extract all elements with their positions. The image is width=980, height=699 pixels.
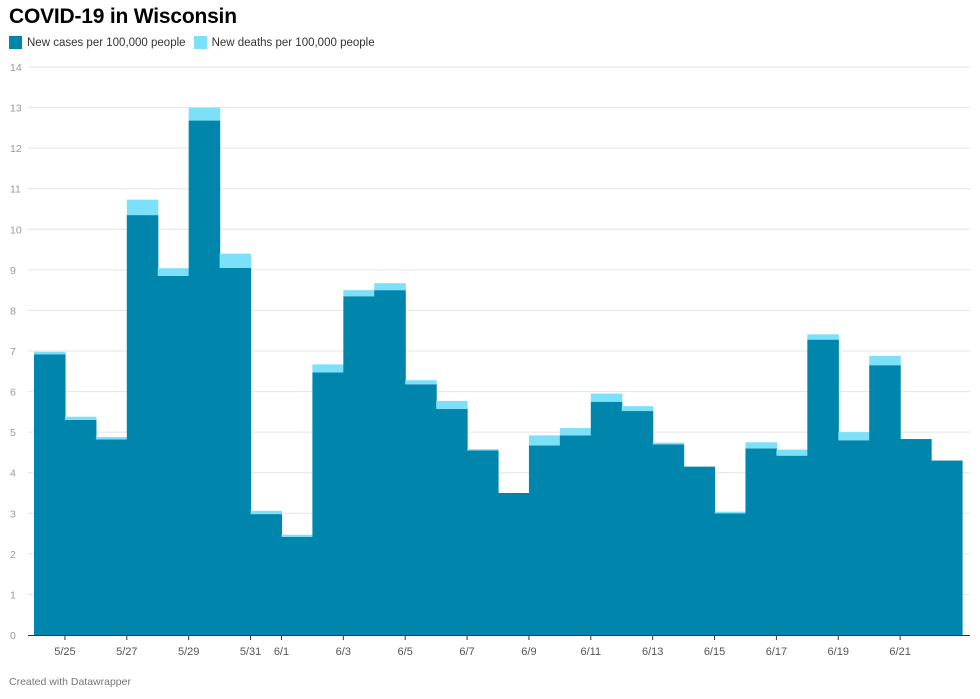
bar-cases: [869, 365, 901, 635]
y-tick-label: 4: [10, 468, 16, 480]
y-tick-label: 12: [10, 143, 22, 155]
y-tick-label: 3: [10, 508, 16, 520]
bar-cases: [405, 384, 437, 635]
bar-cases: [188, 120, 221, 636]
bar-cases: [157, 275, 190, 635]
bar-cases: [590, 401, 623, 635]
x-tick-label: 6/13: [642, 646, 663, 658]
bar-deaths: [652, 442, 685, 445]
x-tick-label: 5/25: [54, 646, 75, 658]
legend-swatch-cases: [9, 36, 22, 49]
bar-cases: [467, 450, 499, 635]
x-tick-label: 6/11: [581, 646, 602, 658]
y-tick-label: 13: [10, 103, 22, 115]
legend-label-cases: New cases per 100,000 people: [27, 36, 186, 49]
bar-deaths: [714, 511, 747, 514]
bar-deaths: [528, 435, 561, 446]
bar-deaths: [343, 290, 375, 297]
x-tick-label: 6/17: [766, 646, 787, 658]
bar-cases: [34, 354, 66, 635]
bar-cases: [683, 466, 716, 635]
bar-deaths: [312, 364, 344, 373]
bar-cases: [621, 411, 654, 635]
bar-deaths: [590, 393, 623, 402]
bar-deaths: [436, 400, 468, 410]
bar-deaths: [776, 449, 808, 456]
bar-deaths: [807, 334, 839, 340]
bar-deaths: [559, 428, 592, 436]
bar-deaths: [250, 510, 283, 515]
bar-cases: [95, 439, 128, 635]
y-tick-label: 8: [10, 305, 16, 317]
bar-deaths: [745, 442, 777, 449]
bar-deaths: [95, 437, 128, 440]
y-tick-label: 1: [10, 589, 16, 601]
legend-item-cases: New cases per 100,000 people: [9, 36, 186, 49]
x-tick-label: 6/21: [889, 646, 910, 658]
chart-title: COVID-19 in Wisconsin: [9, 5, 237, 28]
x-tick-label: 5/31: [240, 646, 261, 658]
bar-cases: [900, 439, 932, 635]
y-tick-label: 5: [10, 427, 16, 439]
bar-deaths: [869, 355, 901, 366]
bar-cases: [281, 536, 313, 635]
bar-deaths: [188, 107, 221, 121]
bar-deaths: [281, 534, 313, 537]
bar-deaths: [838, 432, 870, 441]
x-tick-label: 6/7: [459, 646, 474, 658]
bar-deaths: [467, 449, 499, 451]
y-tick-label: 2: [10, 549, 16, 561]
bar-deaths: [374, 283, 406, 291]
x-tick-label: 6/9: [521, 646, 536, 658]
bar-deaths: [621, 406, 654, 412]
bar-cases: [745, 448, 777, 635]
bar-cases: [312, 372, 344, 635]
bar-deaths: [219, 253, 252, 268]
y-tick-label: 9: [10, 265, 16, 277]
bar-cases: [64, 419, 97, 635]
x-tick-label: 6/19: [828, 646, 849, 658]
x-tick-label: 5/29: [178, 646, 199, 658]
x-tick-label: 6/5: [398, 646, 413, 658]
bar-deaths: [64, 416, 97, 420]
legend-item-deaths: New deaths per 100,000 people: [193, 36, 375, 49]
bar-cases: [436, 409, 468, 635]
bar-cases: [498, 493, 530, 635]
bar-deaths: [405, 380, 437, 385]
legend-swatch-deaths: [193, 36, 207, 49]
bar-cases: [807, 339, 839, 635]
y-tick-label: 0: [10, 630, 16, 642]
bar-cases: [250, 514, 283, 635]
bar-cases: [838, 440, 870, 635]
y-tick-label: 6: [10, 387, 16, 399]
legend: New cases per 100,000 people New deaths …: [9, 36, 383, 49]
bar-cases: [776, 455, 808, 635]
y-tick-label: 14: [10, 62, 22, 74]
bar-cases: [714, 513, 747, 635]
bar-cases: [931, 460, 963, 635]
bar-cases: [559, 435, 592, 635]
y-tick-label: 7: [10, 346, 16, 358]
x-tick-label: 6/3: [336, 646, 351, 658]
x-tick-label: 5/27: [116, 646, 137, 658]
bar-cases: [528, 445, 561, 635]
bar-cases: [126, 215, 159, 636]
footer-credit: Created with Datawrapper: [9, 676, 131, 688]
bar-cases: [343, 296, 375, 635]
x-tick-label: 6/1: [274, 646, 289, 658]
bar-cases: [652, 444, 685, 635]
bar-cases: [219, 267, 252, 635]
x-tick-label: 6/15: [704, 646, 725, 658]
bar-deaths: [126, 199, 159, 216]
y-tick-label: 11: [10, 184, 21, 196]
bar-deaths: [34, 351, 66, 355]
legend-label-deaths: New deaths per 100,000 people: [211, 36, 375, 49]
bar-cases: [374, 290, 406, 635]
bar-deaths: [157, 268, 190, 276]
y-tick-label: 10: [10, 224, 22, 236]
